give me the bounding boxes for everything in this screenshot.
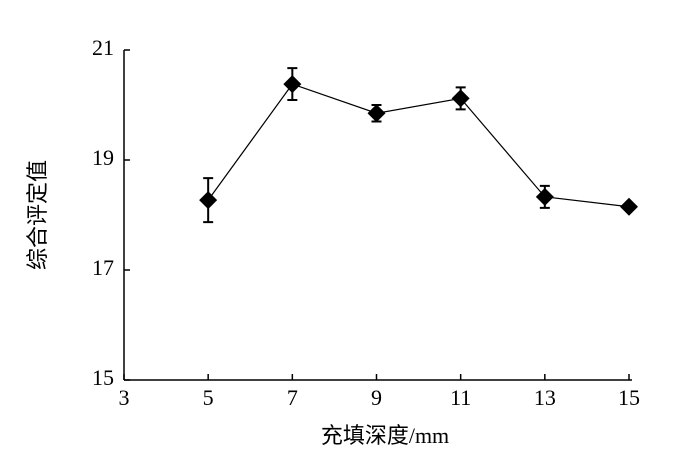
- y-tick-label: 17: [92, 255, 114, 280]
- x-tick-label: 15: [618, 385, 640, 410]
- x-tick-label: 7: [287, 385, 298, 410]
- x-tick-label: 11: [450, 385, 471, 410]
- marker: [199, 191, 218, 210]
- marker: [283, 75, 302, 94]
- y-tick-label: 19: [92, 145, 114, 170]
- data-line: [207, 83, 630, 208]
- marker: [535, 187, 554, 206]
- marker: [451, 89, 470, 108]
- marker: [367, 104, 386, 123]
- x-tick-label: 9: [371, 385, 382, 410]
- x-tick-label: 5: [203, 385, 214, 410]
- x-tick-label: 3: [119, 385, 130, 410]
- x-tick-label: 13: [534, 385, 556, 410]
- y-tick-label: 15: [92, 365, 114, 390]
- marker: [620, 197, 638, 216]
- y-tick-label: 21: [92, 35, 114, 60]
- x-axis-label: 充填深度/mm: [321, 423, 449, 448]
- y-axis-label: 综合评定值: [25, 160, 50, 270]
